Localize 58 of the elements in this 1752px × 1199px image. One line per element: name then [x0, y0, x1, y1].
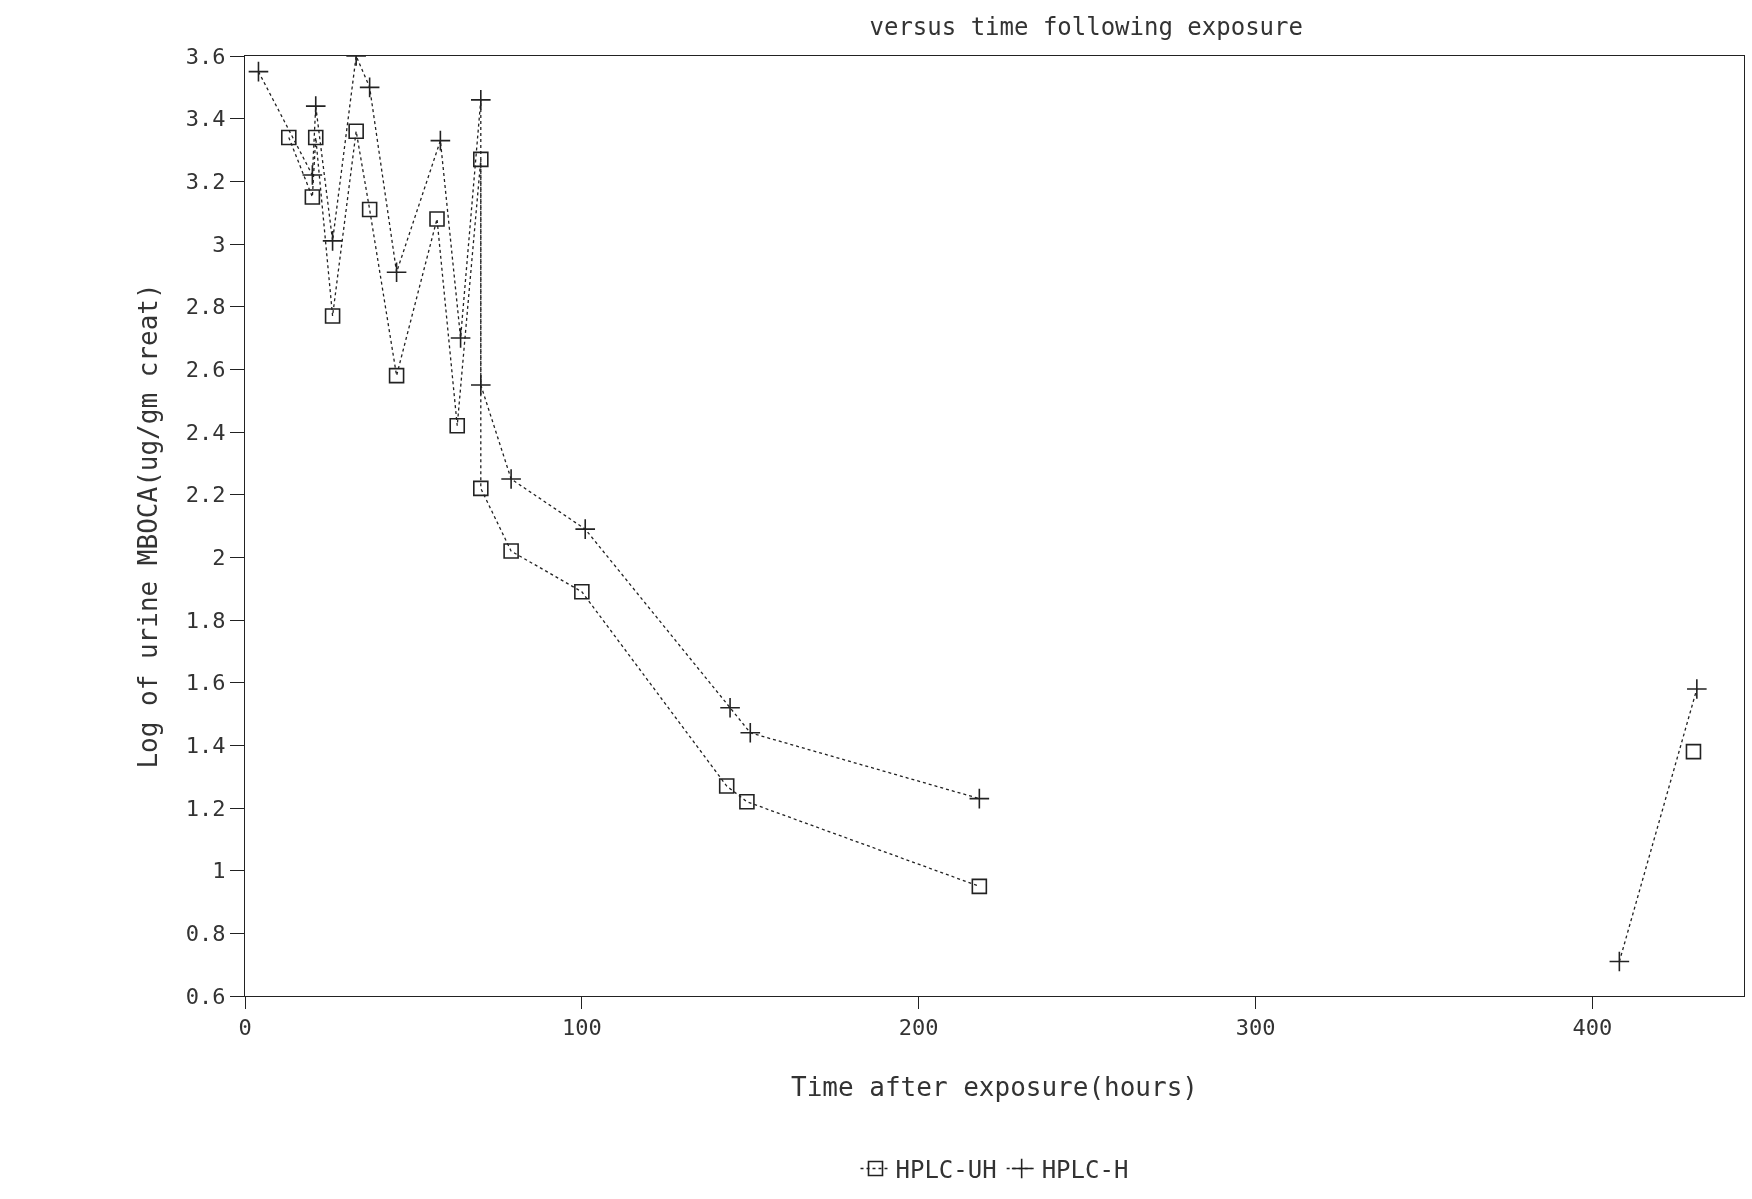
- legend-label: HPLC-UH: [895, 1155, 997, 1184]
- y-tick-label: 2: [212, 545, 226, 571]
- point: [429, 211, 445, 227]
- point: [971, 878, 988, 895]
- point: [359, 76, 381, 98]
- point: [348, 123, 364, 139]
- point: [361, 201, 378, 218]
- point: [429, 130, 451, 152]
- x-tick-label: 400: [1572, 1015, 1613, 1041]
- point: [385, 261, 408, 283]
- y-tick-label: 2.6: [185, 357, 226, 383]
- chart-title: versus time following exposure: [869, 12, 1303, 41]
- point: [473, 480, 489, 497]
- x-tick-label: 200: [898, 1015, 939, 1041]
- y-tick-label: 3.2: [185, 169, 226, 195]
- point: [719, 697, 741, 719]
- y-tick-label: 3.6: [185, 43, 226, 69]
- y-tick-label: 1.6: [185, 670, 226, 696]
- point: [1686, 678, 1708, 700]
- y-tick-label: 2.4: [185, 419, 226, 445]
- point: [470, 374, 492, 396]
- point: [470, 89, 492, 111]
- point: [321, 230, 344, 252]
- x-tick-label: 300: [1235, 1015, 1276, 1041]
- point: [449, 327, 472, 349]
- point: [503, 543, 519, 559]
- point: [388, 367, 405, 384]
- point: [473, 151, 489, 168]
- x-axis-title: Time after exposure(hours): [791, 1072, 1198, 1103]
- point: [739, 793, 755, 810]
- y-tick-label: 3: [212, 231, 226, 257]
- y-tick-label: 2.2: [185, 482, 226, 508]
- point: [304, 189, 321, 205]
- y-tick-label: 1.4: [185, 733, 226, 759]
- point: [247, 61, 270, 83]
- x-tick-label: 100: [561, 1015, 602, 1041]
- point: [739, 722, 761, 744]
- legend-label: HPLC-H: [1041, 1155, 1129, 1184]
- point: [500, 468, 522, 490]
- point: [301, 164, 323, 186]
- y-tick-label: 0.6: [185, 983, 226, 1009]
- x-tick-label: 0: [238, 1015, 252, 1041]
- y-tick-label: 0.8: [185, 921, 226, 947]
- y-tick-label: 2.8: [185, 294, 226, 320]
- y-tick-label: 3.4: [185, 106, 226, 132]
- y-tick-label: 1.2: [185, 795, 226, 821]
- y-tick-label: 1: [212, 858, 226, 884]
- point: [574, 584, 590, 600]
- point: [307, 129, 324, 146]
- point: [718, 778, 735, 794]
- y-axis-title: Log of urine MBOCA(ug/gm creat): [133, 283, 164, 769]
- y-tick-label: 1.8: [185, 607, 226, 633]
- point: [968, 788, 990, 810]
- point: [324, 308, 341, 324]
- point: [305, 95, 327, 117]
- point: [280, 129, 297, 146]
- point: [449, 417, 466, 434]
- point: [574, 518, 596, 540]
